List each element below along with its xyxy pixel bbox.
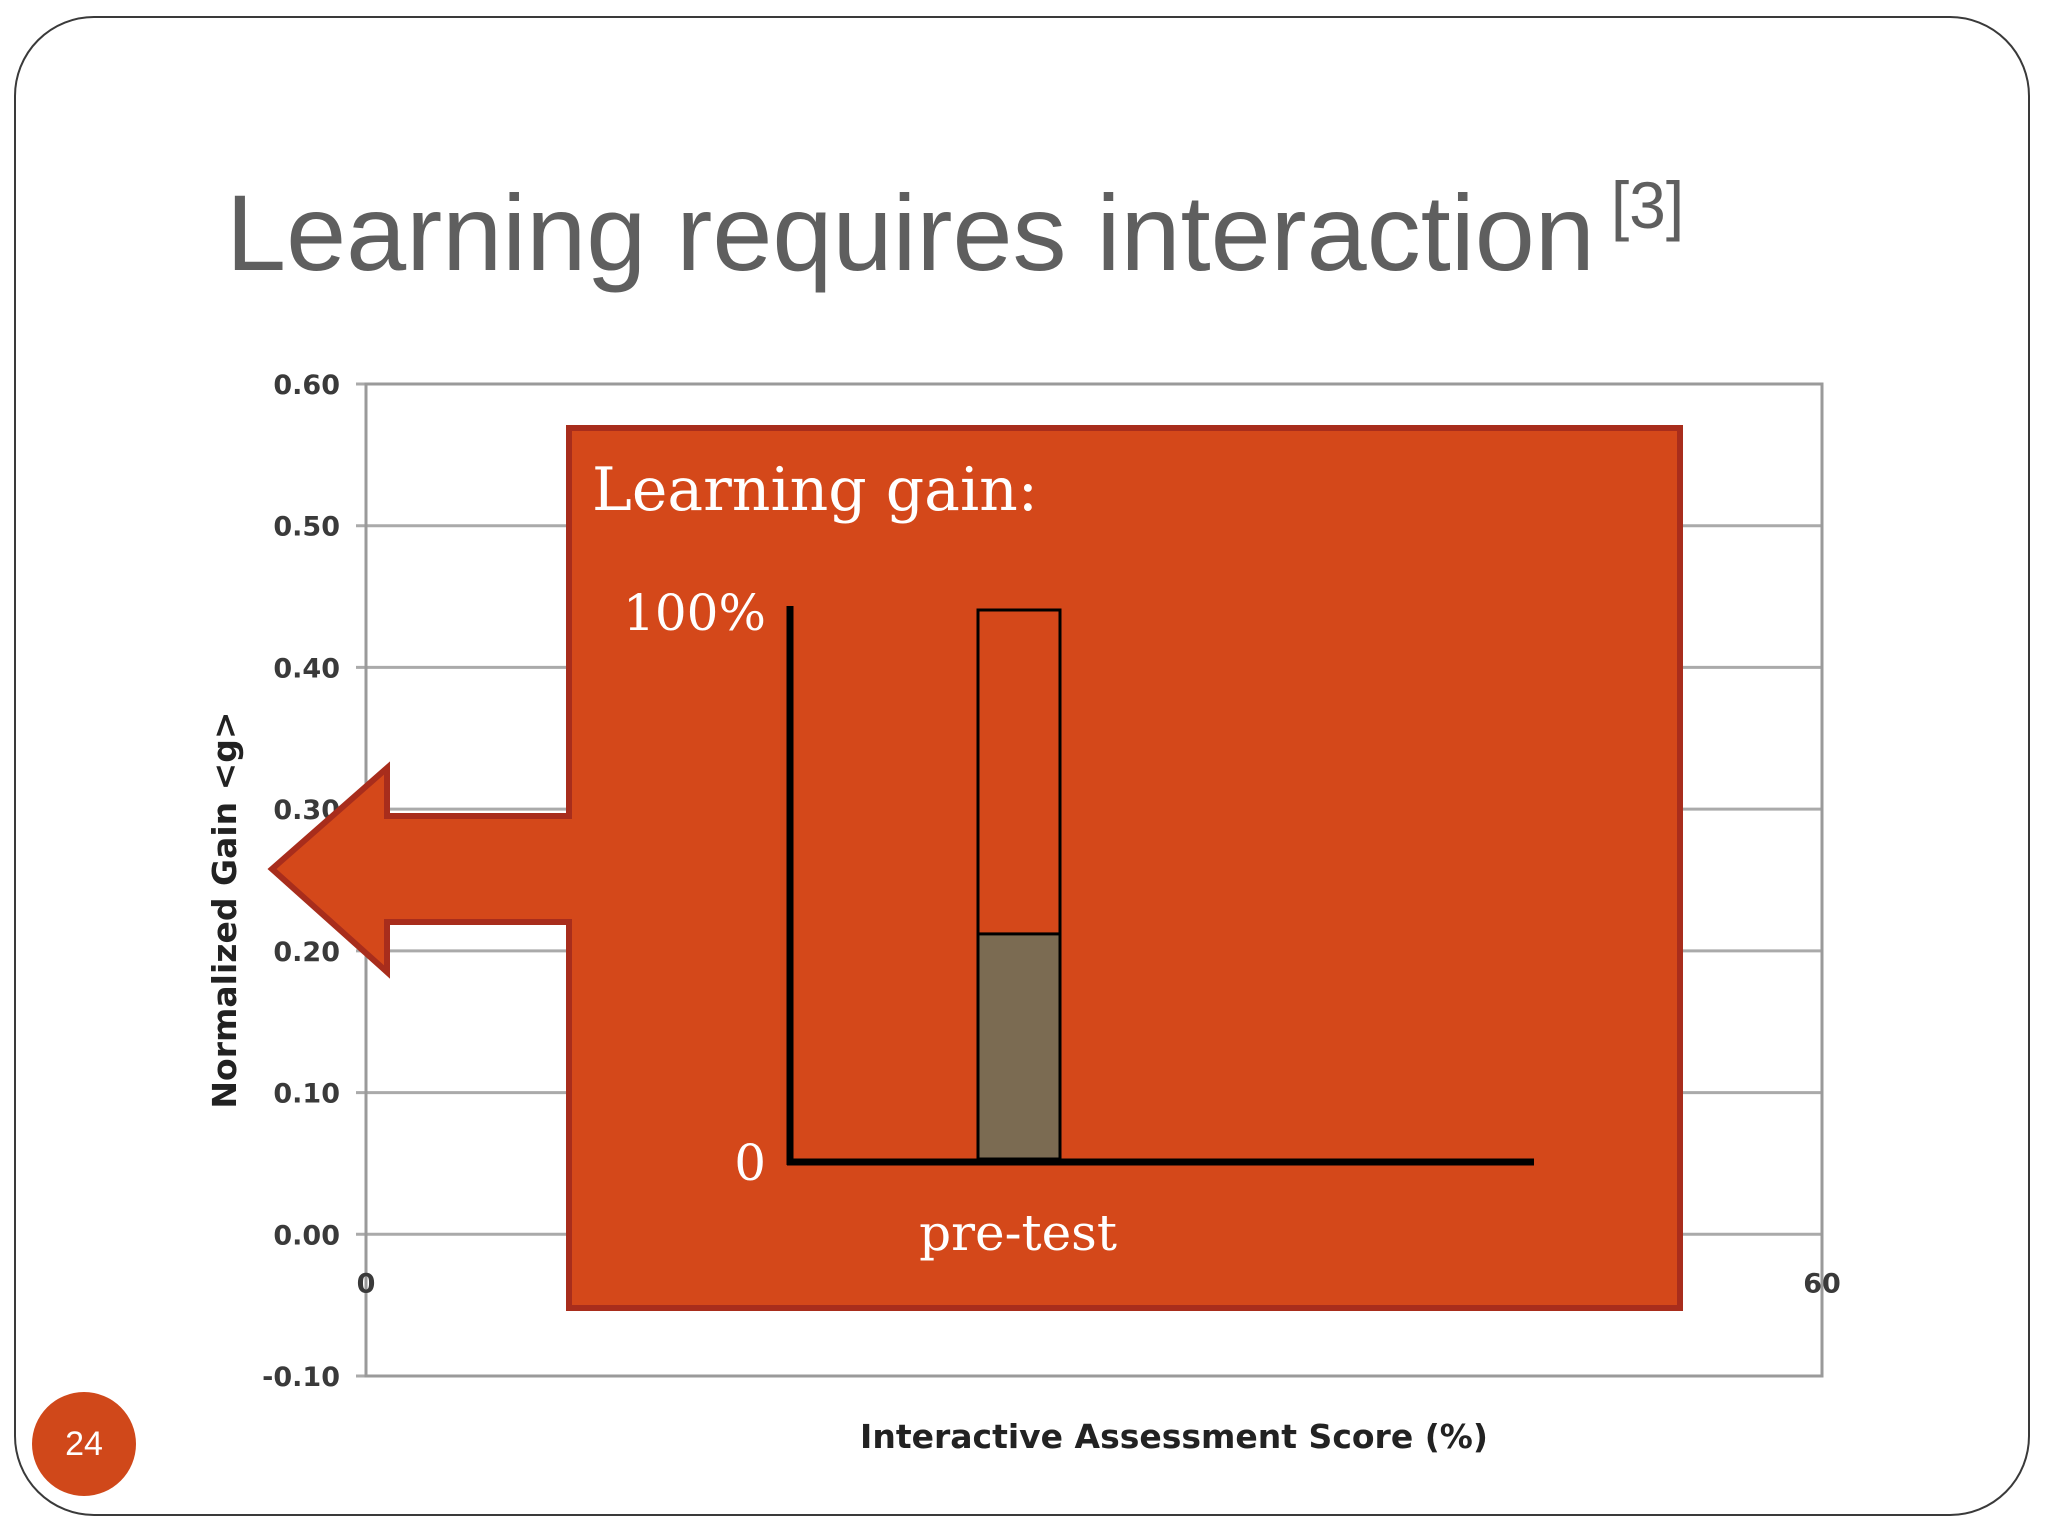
y-tick-label: 0.50	[273, 512, 340, 543]
gain-top-label: 100%	[623, 584, 766, 642]
y-tick-label: 0.40	[273, 653, 340, 684]
y-tick-label: 0.20	[273, 937, 340, 968]
y-tick-labels: 0.600.500.400.300.200.100.00-0.10	[262, 370, 340, 1393]
x-axis-title: Interactive Assessment Score (%)	[860, 1417, 1488, 1456]
slide-title-text: Learning requires interaction	[226, 172, 1595, 293]
y-tick-label: 0.60	[273, 370, 340, 401]
y-tick-label: 0.00	[273, 1220, 340, 1251]
slide-title: Learning requires interaction [3]	[226, 168, 1684, 295]
learning-gain-title: Learning gain:	[592, 455, 1038, 525]
arrow-joint	[566, 819, 576, 919]
x-tick-labels: 0 60	[357, 1268, 1841, 1299]
slide-number-badge: 24	[32, 1392, 136, 1496]
citation: [3]	[1610, 168, 1685, 242]
x-tick-label: 60	[1803, 1268, 1841, 1299]
x-tick-label: 0	[357, 1268, 376, 1299]
y-axis-title: Normalized Gain <g>	[205, 711, 244, 1108]
gain-bottom-label: 0	[734, 1134, 766, 1192]
y-tick-label: -0.10	[262, 1362, 340, 1393]
y-tick-label: 0.10	[273, 1079, 340, 1110]
pretest-bar	[976, 932, 1062, 1161]
pretest-label: pre-test	[919, 1204, 1117, 1262]
left-arrow-icon	[267, 761, 577, 979]
